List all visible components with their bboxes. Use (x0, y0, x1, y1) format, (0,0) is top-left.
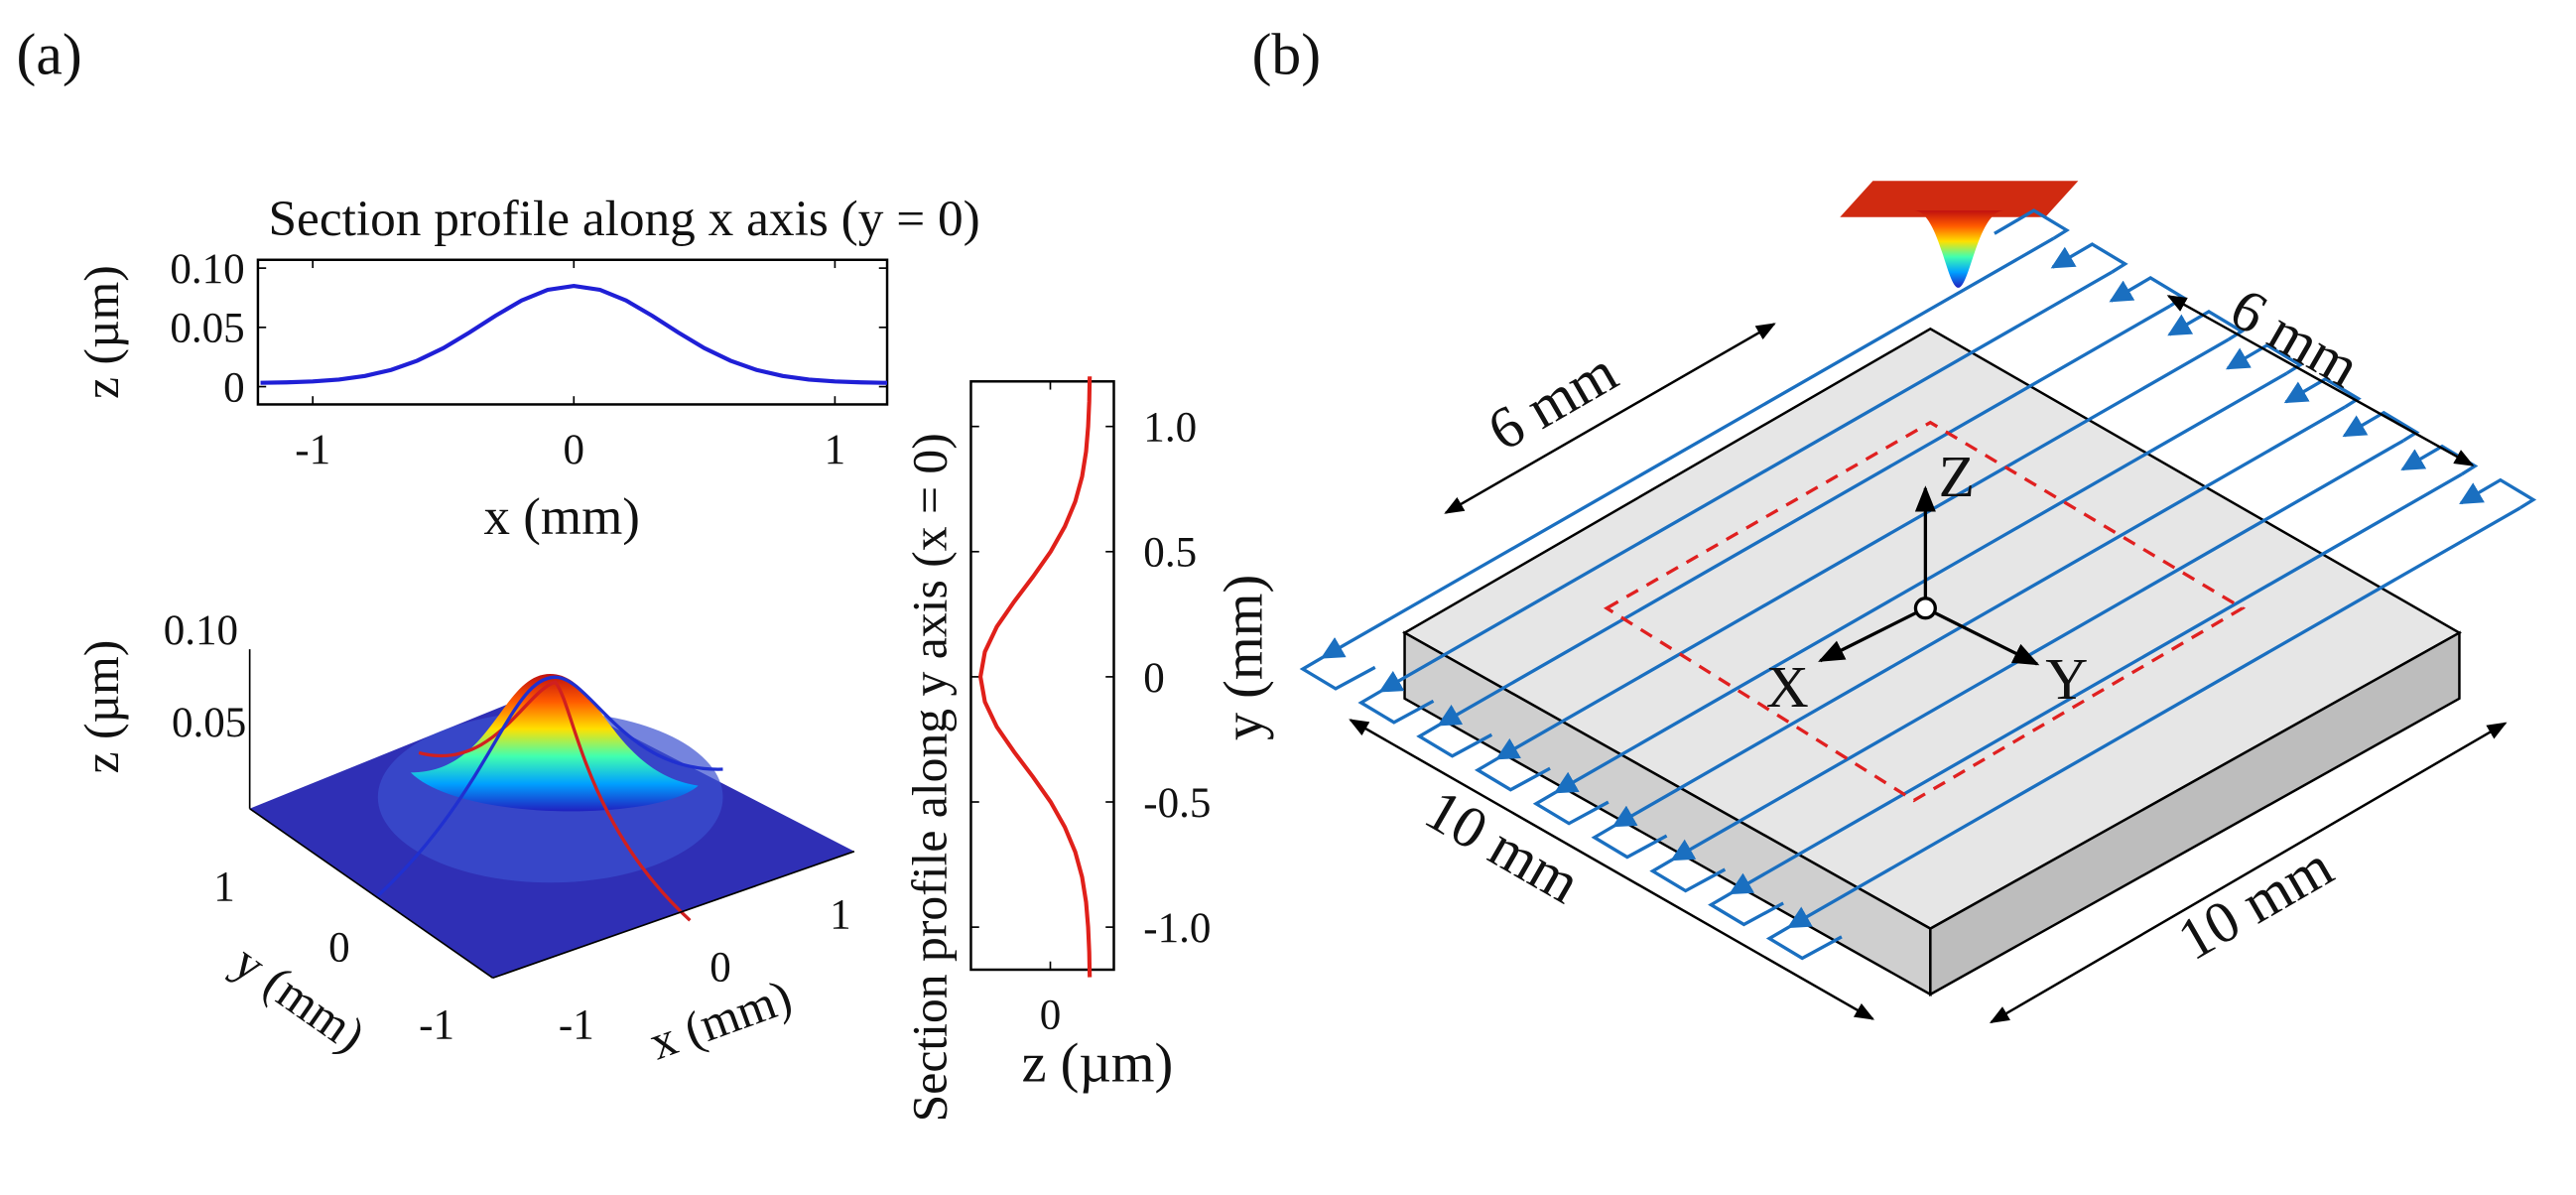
y-tick-label: 1 (213, 863, 235, 910)
dimension-line (2166, 295, 2475, 466)
section-curve (376, 675, 723, 897)
y-tick-label: -0.5 (1143, 780, 1211, 827)
scan-turn (1357, 242, 2128, 725)
x-tick-label: -1 (295, 427, 330, 473)
y-tick-label: 1.0 (1143, 405, 1197, 452)
x-tick-label: 1 (830, 892, 851, 939)
x-tick-label: 0 (709, 945, 731, 992)
x-axis (492, 851, 855, 980)
scan-turn (1299, 208, 2070, 691)
panel-label: (b) (1252, 22, 1322, 87)
chart-title: Section profile along y axis (x = 0) (903, 433, 958, 1122)
z-tick-label: 0.05 (172, 700, 246, 746)
x-axis-label: x (mm) (484, 488, 640, 546)
axis-label: X (1766, 654, 1809, 720)
z-axis-label: z (µm) (74, 640, 129, 774)
plot-frame (969, 380, 1115, 972)
dimension-label: 6 mm (2220, 275, 2371, 400)
surface-peak (410, 673, 699, 812)
scan-line (1437, 304, 2171, 727)
y-axis-label: y (mm) (223, 934, 374, 1063)
axis-label: Y (2045, 646, 2088, 712)
y-tick-label: 0.10 (170, 246, 244, 293)
y-tick-label: -1.0 (1143, 905, 1211, 952)
plot-frame (256, 258, 889, 406)
axis-arrow (1924, 606, 2040, 666)
profile-line (260, 283, 888, 385)
x-tick-label: 0 (1040, 993, 1062, 1039)
dimension-label: 10 mm (2167, 833, 2344, 973)
section-curve (418, 680, 692, 922)
dimension-line (1444, 323, 1776, 514)
chart-title: Section profile along x axis (y = 0) (269, 191, 980, 247)
y-tick-label: 0.05 (170, 306, 244, 352)
profile-charts: -1 0 1 0 0.05 0.10 Section profile along x axi… (74, 191, 1274, 1122)
y-axis-label: y (mm) (1214, 575, 1275, 740)
origin (1913, 597, 1937, 620)
surface-plot: 0.10 0.05 z (µm) 1 0 -1 y (mm) -1 0 1 x … (74, 607, 855, 1070)
scan-diagram: Z X Y 6 mm 6 mm 10 mm 10 mm (1299, 181, 2537, 1024)
beam-profile (1913, 210, 2004, 288)
x-axis-label: z (µm) (1022, 1033, 1174, 1095)
panel-label: (a) (17, 22, 82, 87)
scan-line (1495, 337, 2230, 760)
y-tick-label: 0 (1143, 655, 1165, 702)
dimension-label: 6 mm (1477, 338, 1627, 464)
x-tick-label: 0 (564, 427, 585, 473)
x-tick-label: -1 (559, 1002, 594, 1049)
beam-plane (1840, 181, 2079, 217)
dimension-line (1349, 719, 1875, 1020)
y-tick-label: 0 (223, 364, 245, 411)
z-tick-label: 0.10 (164, 607, 238, 654)
y-axis-label: z (µm) (74, 265, 129, 399)
dimension-line (1989, 722, 2508, 1024)
y-axis (249, 808, 494, 979)
y-tick-label: -1 (419, 1002, 454, 1049)
axis-label: Z (1939, 444, 1975, 509)
dimension-label: 10 mm (1415, 776, 1592, 916)
y-tick-label: 0.5 (1143, 530, 1197, 577)
scan-line (1786, 506, 2521, 929)
y-tick-label: 0 (328, 925, 350, 972)
profile-line (977, 376, 1093, 978)
axis-arrow (1818, 606, 1927, 663)
region-outline (1603, 420, 2247, 803)
x-tick-label: 1 (825, 427, 846, 473)
